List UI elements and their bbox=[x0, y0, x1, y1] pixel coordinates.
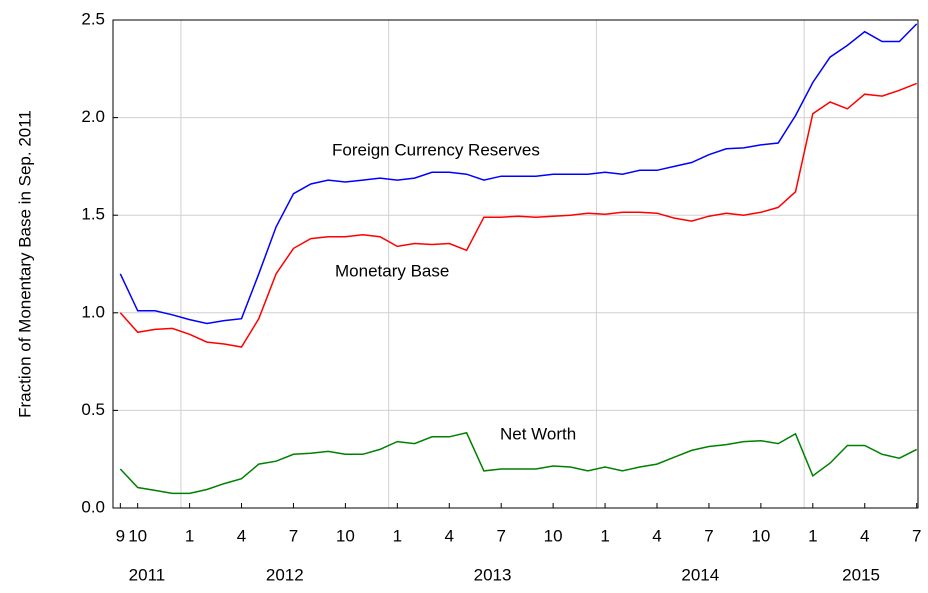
series-label: Monetary Base bbox=[335, 261, 449, 280]
year-label: 2012 bbox=[266, 565, 304, 584]
year-label: 2014 bbox=[681, 565, 719, 584]
y-tick-label: 0.5 bbox=[81, 400, 105, 419]
x-tick-label: 9 bbox=[116, 526, 125, 545]
series-label: Foreign Currency Reserves bbox=[332, 140, 540, 159]
series-label: Net Worth bbox=[500, 424, 576, 443]
x-tick-label: 10 bbox=[544, 526, 563, 545]
x-tick-label: 10 bbox=[751, 526, 770, 545]
x-tick-label: 10 bbox=[336, 526, 355, 545]
x-tick-label: 7 bbox=[289, 526, 298, 545]
y-tick-label: 1.0 bbox=[81, 302, 105, 321]
x-tick-label: 7 bbox=[912, 526, 921, 545]
x-tick-label: 4 bbox=[860, 526, 869, 545]
x-tick-label: 1 bbox=[808, 526, 817, 545]
x-tick-label: 10 bbox=[128, 526, 147, 545]
year-label: 2013 bbox=[474, 565, 512, 584]
x-tick-label: 1 bbox=[393, 526, 402, 545]
y-tick-label: 2.0 bbox=[81, 107, 105, 126]
x-tick-label: 1 bbox=[600, 526, 609, 545]
y-axis-label: Fraction of Monentary Base in Sep. 2011 bbox=[15, 110, 34, 418]
y-tick-label: 2.5 bbox=[81, 9, 105, 28]
year-label: 2015 bbox=[842, 565, 880, 584]
series-line bbox=[119, 23, 918, 325]
x-tick-label: 7 bbox=[496, 526, 505, 545]
x-tick-label: 4 bbox=[237, 526, 246, 545]
x-tick-label: 7 bbox=[704, 526, 713, 545]
year-label: 2011 bbox=[129, 565, 166, 584]
series-line bbox=[119, 431, 918, 495]
y-tick-label: 1.5 bbox=[81, 205, 105, 224]
y-tick-label: 0.0 bbox=[81, 497, 105, 516]
x-tick-label: 4 bbox=[445, 526, 454, 545]
x-tick-label: 4 bbox=[652, 526, 661, 545]
series-line bbox=[119, 82, 917, 348]
x-tick-label: 1 bbox=[185, 526, 194, 545]
plot-frame bbox=[112, 19, 919, 509]
